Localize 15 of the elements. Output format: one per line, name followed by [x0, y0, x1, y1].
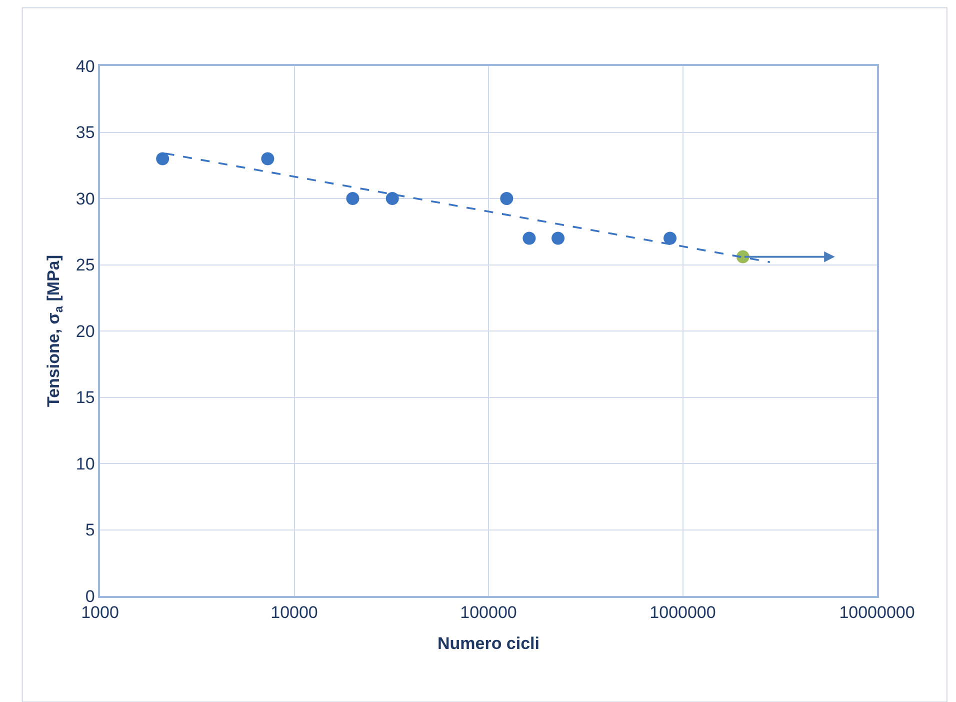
y-tick-label: 10	[76, 454, 95, 474]
y-tick-label: 35	[76, 123, 95, 142]
y-tick-label: 15	[76, 388, 95, 408]
y-tick-label: 40	[76, 56, 95, 76]
y-tick-label: 20	[76, 322, 95, 341]
x-tick-label: 100000	[460, 603, 517, 622]
y-tick-label: 25	[76, 256, 95, 275]
x-tick-label: 1000000	[650, 603, 716, 622]
x-tick-label: 10000	[270, 603, 318, 622]
x-tick-label: 10000000	[839, 603, 915, 622]
y-tick-label: 30	[76, 189, 95, 208]
y-tick-label: 5	[85, 520, 95, 540]
x-tick-label: 1000	[81, 603, 119, 622]
x-axis-title: Numero cicli	[437, 634, 540, 654]
y-tick-label: 0	[85, 586, 95, 606]
